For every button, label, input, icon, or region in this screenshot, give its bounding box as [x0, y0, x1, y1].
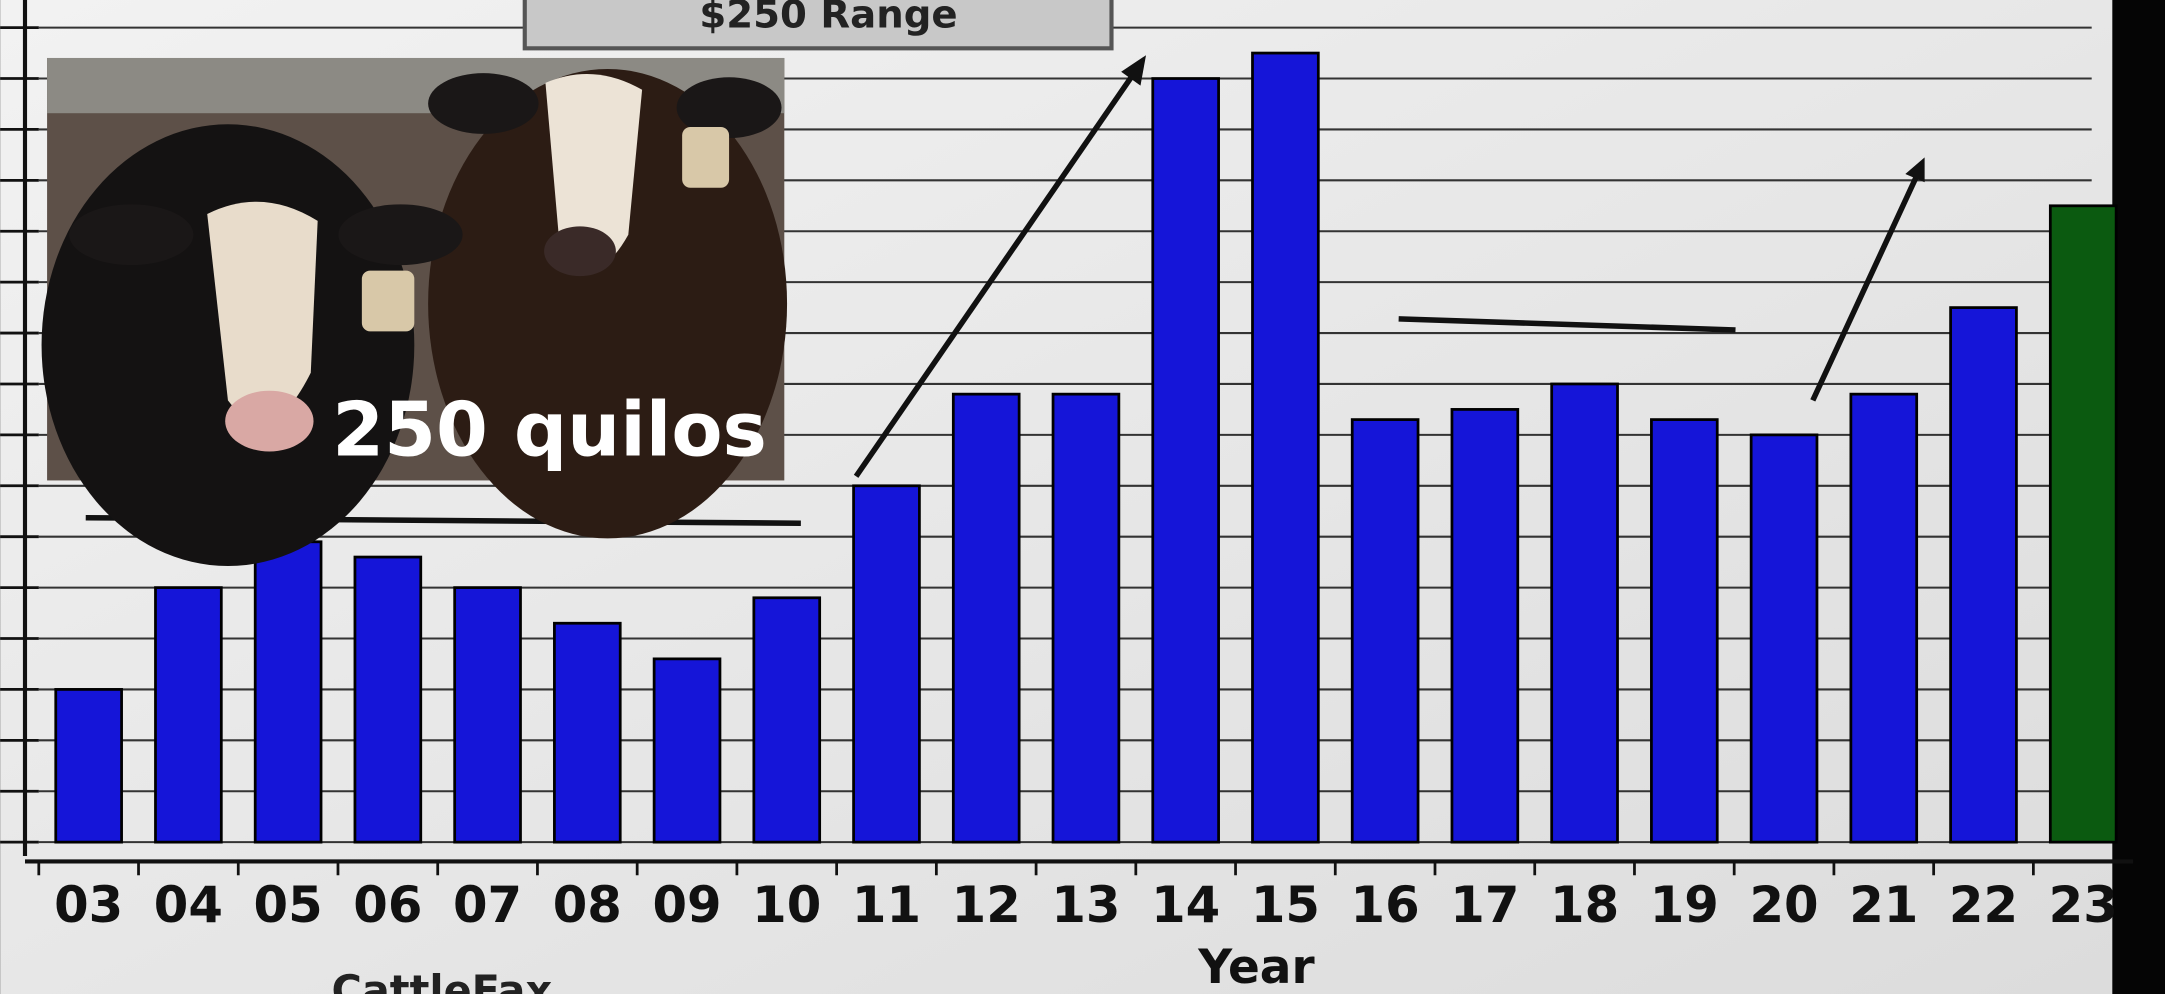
- x-tick-label: 16: [1351, 876, 1420, 934]
- inset-photo: 250 quilos: [41, 57, 788, 567]
- bar: [1749, 433, 1819, 844]
- bar: [1849, 392, 1919, 844]
- bar: [951, 392, 1021, 844]
- x-tick-label: 23: [2049, 876, 2118, 934]
- plot-area: 03 04 05 06 07 08 09 10 11 12 13 14 15 16 17 18 19 20 21 22…: [0, 0, 2134, 934]
- bar: [253, 540, 323, 844]
- x-tick-label: 03: [54, 876, 123, 934]
- bar: [1350, 418, 1420, 844]
- bar: [2048, 204, 2118, 844]
- chart-title: $250 Range: [699, 0, 957, 38]
- x-tick-label: 15: [1251, 876, 1320, 934]
- x-tick-label: 14: [1151, 876, 1220, 934]
- bar: [652, 657, 722, 844]
- bar: [1949, 306, 2018, 844]
- bar: [453, 586, 522, 844]
- x-tick-label: 04: [154, 876, 223, 934]
- bar: [353, 555, 423, 844]
- x-tick-label: 12: [952, 876, 1021, 934]
- x-tick-label: 08: [553, 876, 622, 934]
- bar: [154, 586, 223, 844]
- bar: [553, 621, 622, 844]
- x-tick-label: 09: [652, 876, 721, 934]
- arrows: [853, 55, 1925, 478]
- bar: [1550, 382, 1619, 844]
- bar: [1650, 418, 1719, 844]
- bar: [1251, 51, 1320, 844]
- x-tick-label: 22: [1949, 876, 2018, 934]
- bar: [1151, 77, 1220, 844]
- x-tick-label: 05: [254, 876, 323, 934]
- bar: [54, 688, 123, 844]
- x-tick-label: 07: [453, 876, 522, 934]
- x-tick-label: 13: [1051, 876, 1120, 934]
- inset-caption: 250 quilos: [332, 387, 767, 474]
- bar: [852, 484, 921, 844]
- x-tick-label: 06: [353, 876, 422, 934]
- bar: [1450, 408, 1520, 844]
- trend-line: [1398, 316, 1736, 333]
- x-tick-label: 21: [1849, 876, 1918, 934]
- x-tick-label: 18: [1550, 876, 1619, 934]
- title-box: [522, 0, 1114, 51]
- x-tick-label: 17: [1450, 876, 1519, 934]
- x-tick-label: 19: [1650, 876, 1719, 934]
- x-tick-label: 10: [752, 876, 821, 934]
- x-axis-label: Year: [1197, 940, 1314, 994]
- bar: [1051, 392, 1121, 844]
- x-tick-label: 11: [852, 876, 921, 934]
- x-tick-label: 20: [1749, 876, 1818, 934]
- background-edge: [2112, 0, 2165, 994]
- bar: [752, 596, 822, 844]
- source: CattleFax: [331, 967, 552, 994]
